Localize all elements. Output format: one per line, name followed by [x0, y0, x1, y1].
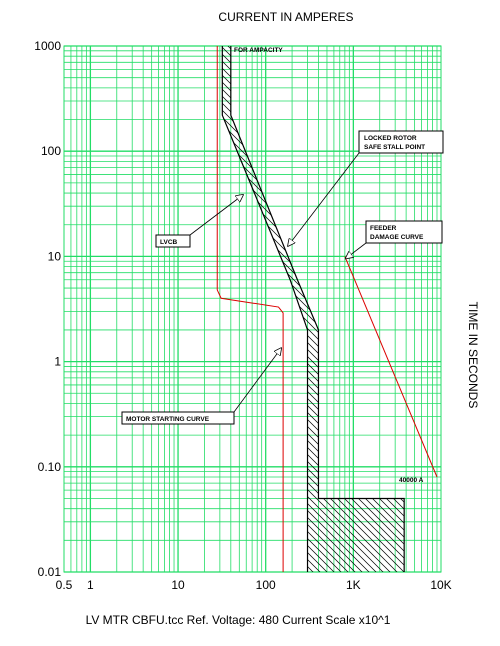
annotation-40000a: 40000 A — [399, 477, 424, 484]
x-tick-label: 1 — [87, 578, 94, 592]
annotation-for-ampacity: FOR AMPACITY — [234, 47, 283, 54]
x-tick-label: 100 — [256, 578, 276, 592]
annotation-feeder: FEEDER — [370, 225, 397, 232]
y-tick-label: 1000 — [34, 39, 61, 53]
series-line-breaker-right — [230, 46, 405, 572]
series-line-breaker-left — [221, 46, 309, 572]
annotation-safe-stall: SAFE STALL POINT — [364, 144, 425, 151]
feeder-arrow — [346, 242, 367, 258]
y-tick-label: 0.10 — [38, 460, 62, 474]
series-line-feeder-damage — [344, 256, 438, 478]
lvcb-arrow — [189, 195, 243, 236]
locked-rotor-box — [358, 130, 444, 154]
x-tick-label: 10K — [430, 578, 451, 592]
y-axis-label: TIME IN SECONDS — [466, 302, 480, 409]
motor-starting-box — [121, 411, 235, 425]
annotations: FOR AMPACITY LOCKED ROTOR SAFE STALL POINT… — [121, 47, 444, 484]
annotation-damage-curve: DAMAGE CURVE — [370, 234, 424, 241]
x-tick-label: 10 — [171, 578, 185, 592]
grid — [63, 45, 442, 573]
breaker-band — [222, 46, 405, 572]
motor-starting-arrow — [233, 348, 281, 413]
y-tick-label: 10 — [48, 249, 62, 263]
series-group — [216, 46, 438, 572]
x-tick-label: 0.5 — [56, 578, 73, 592]
breaker-hatch — [222, 46, 405, 572]
locked-rotor-arrow — [288, 152, 360, 246]
tick-labels: 0.5 1 10 100 1K 10K 1000 100 10 1 0.10 0.01 — [34, 39, 451, 592]
x-tick-label: 1K — [346, 578, 361, 592]
lvcb-box — [155, 234, 191, 248]
feeder-box — [365, 220, 443, 244]
chart-title: CURRENT IN AMPERES — [218, 10, 353, 24]
annotation-locked-rotor: LOCKED ROTOR — [364, 135, 417, 142]
annotation-lvcb: LVCB — [160, 239, 178, 246]
y-tick-label: 0.01 — [38, 565, 62, 579]
series-line-motor-starting — [216, 46, 284, 572]
annotation-motor-starting: MOTOR STARTING CURVE — [126, 416, 210, 423]
chart-footer: LV MTR CBFU.tcc Ref. Voltage: 480 Curren… — [86, 613, 391, 627]
y-tick-label: 1 — [54, 355, 61, 369]
y-tick-label: 100 — [41, 144, 61, 158]
